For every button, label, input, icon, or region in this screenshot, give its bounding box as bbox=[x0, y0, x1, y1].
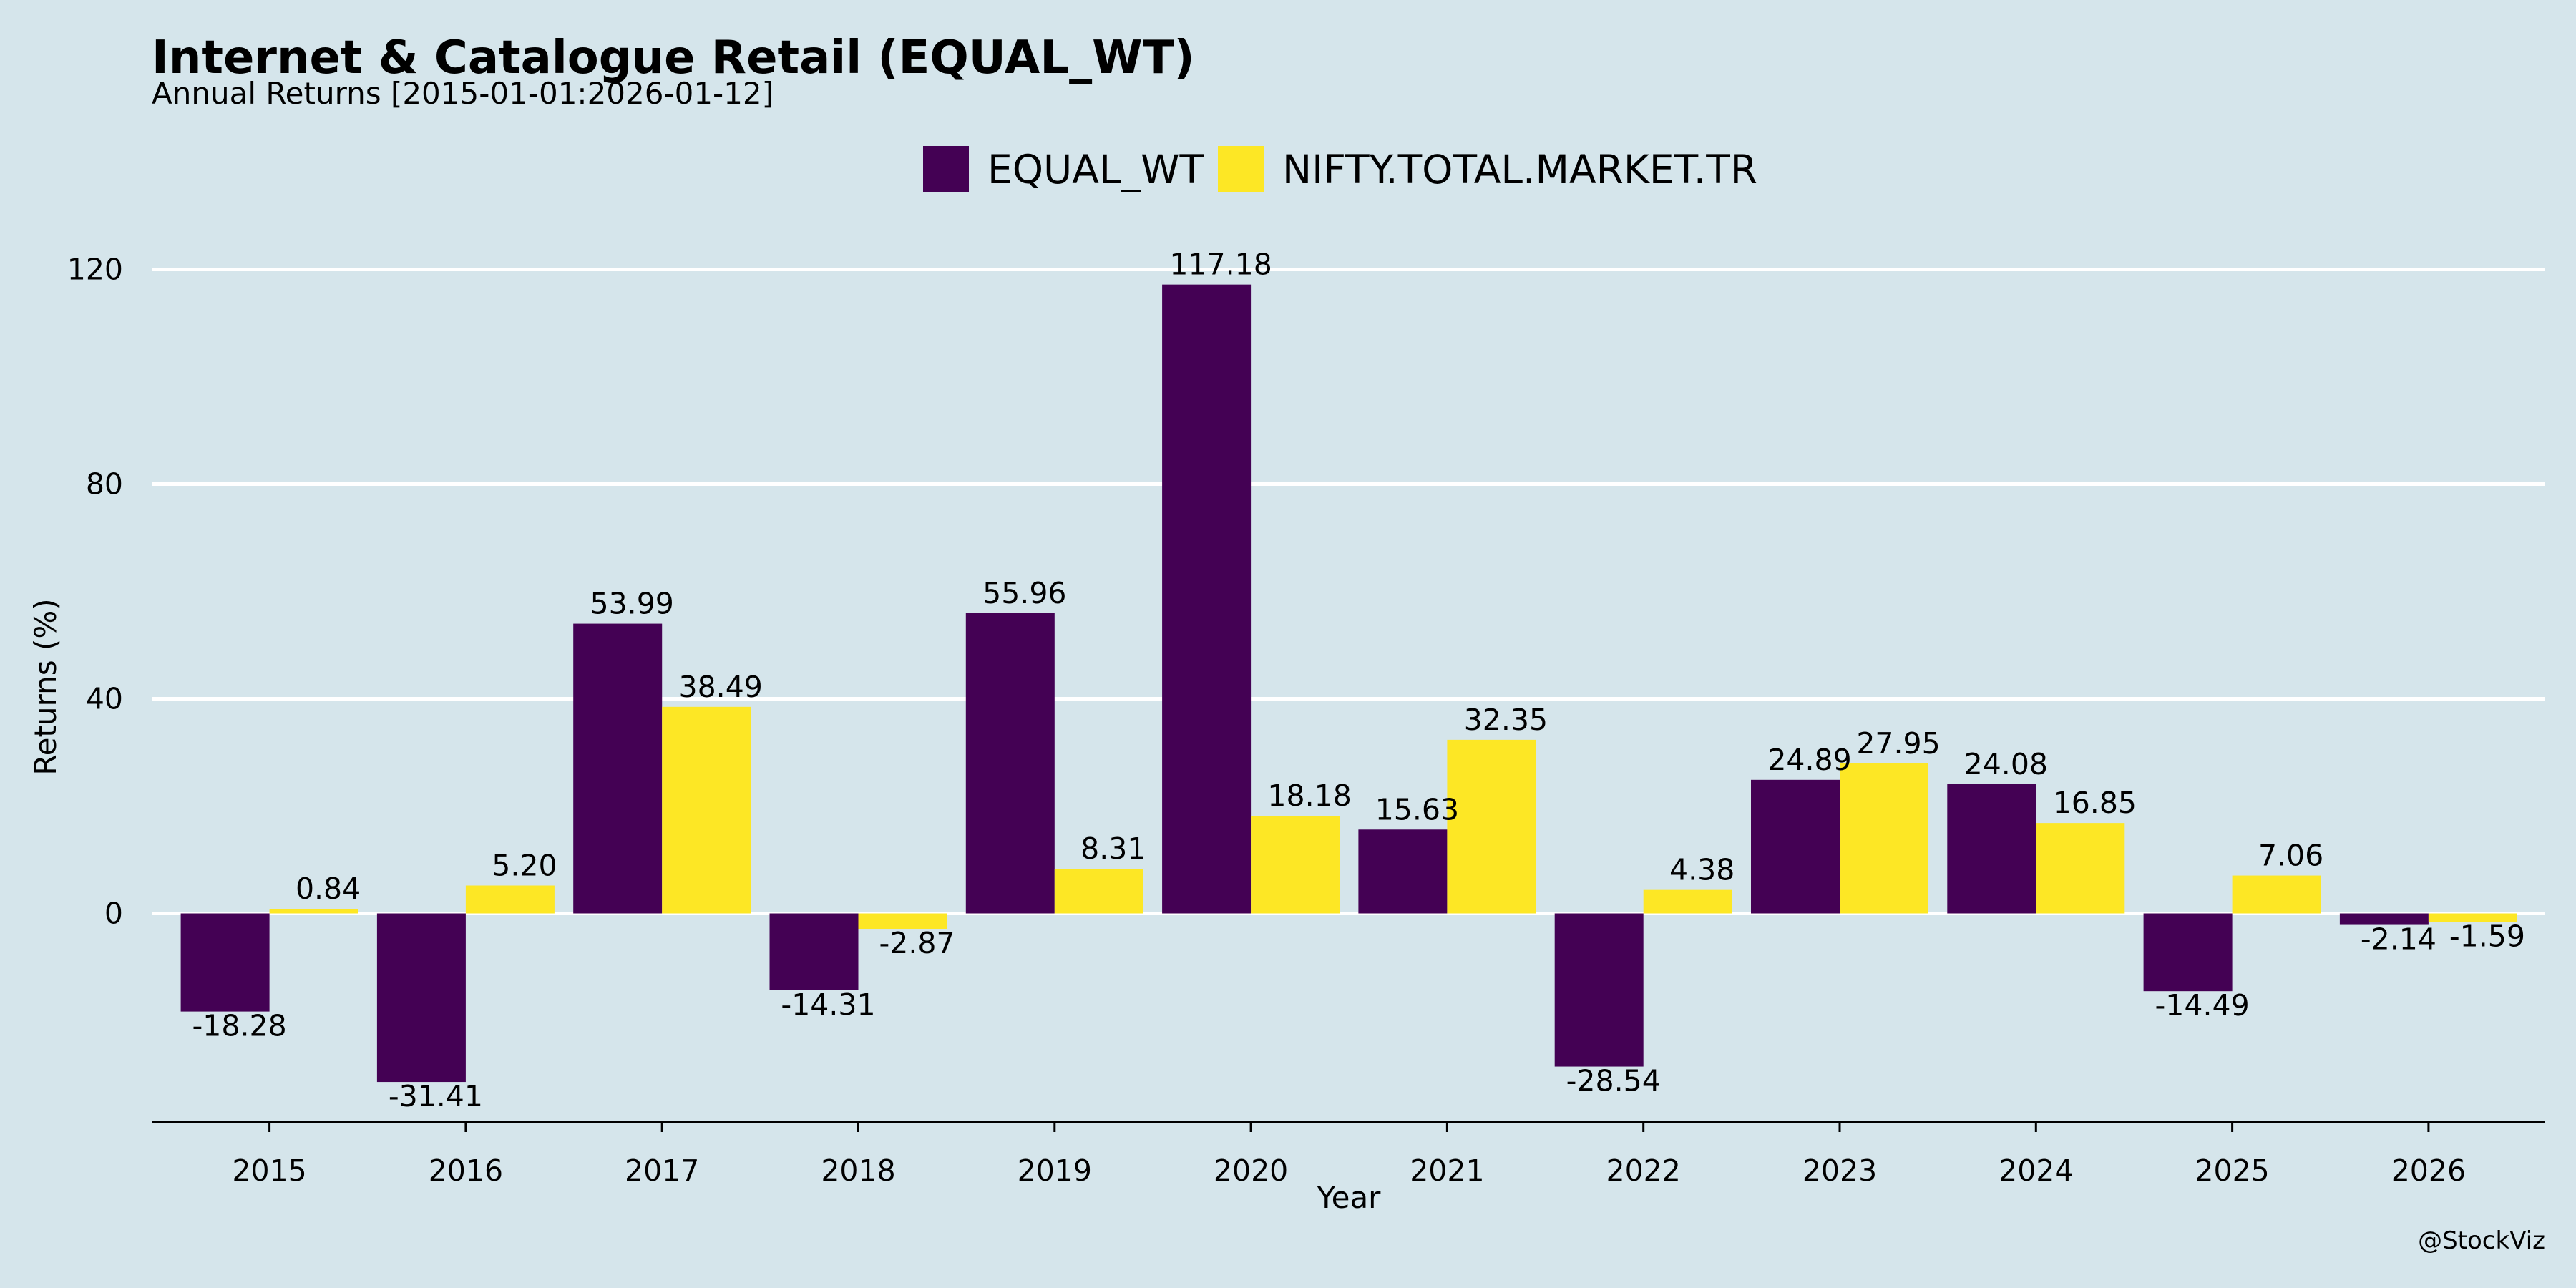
data-label: 8.31 bbox=[1080, 831, 1146, 866]
legend-label: EQUAL_WT bbox=[987, 147, 1204, 192]
chart-title: Internet & Catalogue Retail (EQUAL_WT) bbox=[152, 31, 1195, 84]
data-label: 0.84 bbox=[296, 872, 361, 906]
data-label: -14.31 bbox=[781, 987, 875, 1022]
bar-equal-wt bbox=[769, 913, 859, 990]
data-label: 55.96 bbox=[982, 576, 1066, 610]
x-tick-label: 2022 bbox=[1606, 1153, 1681, 1188]
y-tick-label: 0 bbox=[104, 897, 123, 931]
data-label: 7.06 bbox=[2258, 839, 2323, 873]
data-label: -28.54 bbox=[1566, 1064, 1661, 1098]
bar-nifty-total-market-tr bbox=[858, 913, 947, 930]
data-label: 16.85 bbox=[2053, 786, 2137, 820]
x-tick-label: 2021 bbox=[1410, 1153, 1484, 1188]
bar-nifty-total-market-tr bbox=[1643, 889, 1732, 914]
bar-equal-wt bbox=[1162, 284, 1252, 914]
bar-nifty-total-market-tr bbox=[1447, 739, 1536, 914]
legend-label: NIFTY.TOTAL.MARKET.TR bbox=[1282, 147, 1757, 192]
y-tick-label: 80 bbox=[86, 467, 123, 502]
bar-equal-wt bbox=[1947, 784, 2036, 914]
x-tick-label: 2023 bbox=[1802, 1153, 1877, 1188]
data-label: 117.18 bbox=[1169, 248, 1272, 282]
data-label: 18.18 bbox=[1267, 779, 1351, 813]
data-label: 53.99 bbox=[590, 587, 674, 621]
bar-nifty-total-market-tr bbox=[2232, 875, 2321, 914]
data-label: 27.95 bbox=[1856, 726, 1940, 761]
legend: EQUAL_WT NIFTY.TOTAL.MARKET.TR bbox=[923, 146, 1757, 192]
x-tick-label: 2020 bbox=[1214, 1153, 1288, 1188]
data-labels: -18.28 0.84 -31.41 5.20 53.99 38.49 -14.31-2.8… bbox=[192, 248, 2525, 1113]
bar-equal-wt bbox=[573, 623, 663, 914]
y-axis-label: Returns (%) bbox=[28, 598, 63, 775]
bar-nifty-total-market-tr bbox=[2036, 823, 2125, 914]
bars bbox=[180, 284, 2517, 1083]
bar-nifty-total-market-tr bbox=[662, 706, 751, 914]
data-label: -2.14 bbox=[2361, 922, 2436, 957]
data-label: 38.49 bbox=[679, 670, 763, 704]
bar-nifty-total-market-tr bbox=[465, 885, 555, 914]
x-tick-label: 2025 bbox=[2195, 1153, 2269, 1188]
bar-equal-wt bbox=[965, 613, 1055, 914]
data-label: 24.08 bbox=[1964, 747, 2048, 781]
data-label: 24.89 bbox=[1767, 743, 1851, 777]
x-tick-label: 2026 bbox=[2391, 1153, 2466, 1188]
x-axis-label: Year bbox=[1317, 1180, 1382, 1215]
x-tick-label: 2017 bbox=[625, 1153, 699, 1188]
x-tick-label: 2015 bbox=[232, 1153, 306, 1188]
bar-nifty-total-market-tr bbox=[1840, 763, 1928, 914]
legend-swatch bbox=[1218, 146, 1264, 192]
data-label: 4.38 bbox=[1669, 853, 1735, 887]
bar-equal-wt bbox=[2143, 913, 2233, 992]
legend-swatch bbox=[923, 146, 969, 192]
chart-subtitle: Annual Returns [2015-01-01:2026-01-12] bbox=[152, 76, 774, 111]
data-label: -2.87 bbox=[879, 926, 955, 960]
bar-equal-wt bbox=[2339, 913, 2429, 925]
bar-nifty-total-market-tr bbox=[1054, 869, 1143, 914]
data-label: -14.49 bbox=[2155, 988, 2250, 1023]
bar-equal-wt bbox=[180, 913, 270, 1012]
x-tick-label: 2018 bbox=[821, 1153, 895, 1188]
x-ticks: 2015 2016 2017 2018 2019 2020 2021 2022 2023 2024… bbox=[232, 1122, 2466, 1188]
data-label: 5.20 bbox=[492, 849, 557, 883]
x-tick-label: 2024 bbox=[1999, 1153, 2073, 1188]
y-tick-label: 120 bbox=[67, 253, 123, 287]
y-tick-label: 40 bbox=[86, 682, 123, 716]
data-label: -1.59 bbox=[2449, 919, 2525, 953]
bar-nifty-total-market-tr bbox=[269, 909, 358, 914]
data-label: -31.41 bbox=[389, 1079, 483, 1113]
bar-equal-wt bbox=[1751, 779, 1840, 914]
bar-nifty-total-market-tr bbox=[1251, 816, 1340, 914]
bar-equal-wt bbox=[1358, 829, 1448, 914]
bar-nifty-total-market-tr bbox=[2428, 913, 2517, 922]
data-label: 32.35 bbox=[1464, 703, 1548, 737]
x-tick-label: 2016 bbox=[429, 1153, 503, 1188]
caption: @StockViz bbox=[2418, 1226, 2545, 1255]
bar-equal-wt bbox=[376, 913, 466, 1083]
x-tick-label: 2019 bbox=[1018, 1153, 1092, 1188]
data-label: -18.28 bbox=[192, 1009, 287, 1043]
bar-equal-wt bbox=[1554, 913, 1644, 1067]
data-label: 15.63 bbox=[1375, 792, 1459, 826]
